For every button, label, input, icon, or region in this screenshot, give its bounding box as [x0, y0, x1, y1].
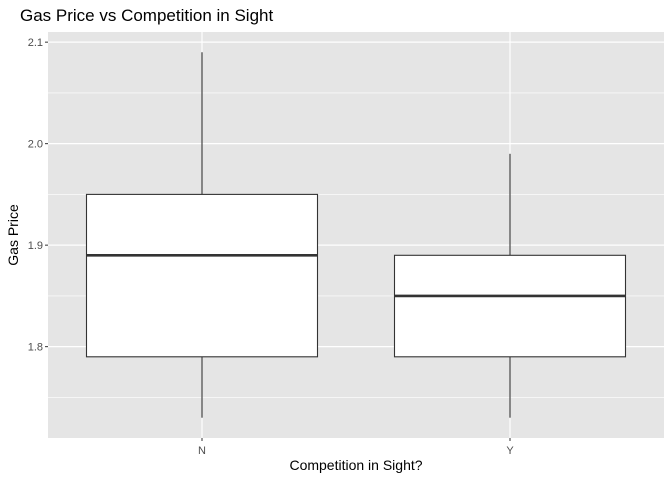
y-tick-label-1: 1.9: [28, 240, 43, 252]
y-tick-label-0: 1.8: [28, 342, 43, 354]
x-tick-label-1: Y: [506, 445, 514, 457]
box-body-N: [85, 193, 319, 358]
box-body-Y: [393, 254, 627, 358]
y-axis: 1.8 1.9 2.0 2.1: [28, 37, 48, 354]
y-axis-title: Gas Price: [5, 204, 21, 266]
x-tick-label-0: N: [198, 445, 206, 457]
box-Y: [393, 153, 627, 418]
box-N: [85, 52, 319, 418]
chart-title: Gas Price vs Competition in Sight: [20, 6, 273, 25]
y-tick-label-2: 2.0: [28, 139, 43, 151]
box-series: [85, 52, 627, 418]
x-axis-title: Competition in Sight?: [289, 457, 422, 473]
y-tick-label-3: 2.1: [28, 37, 43, 49]
